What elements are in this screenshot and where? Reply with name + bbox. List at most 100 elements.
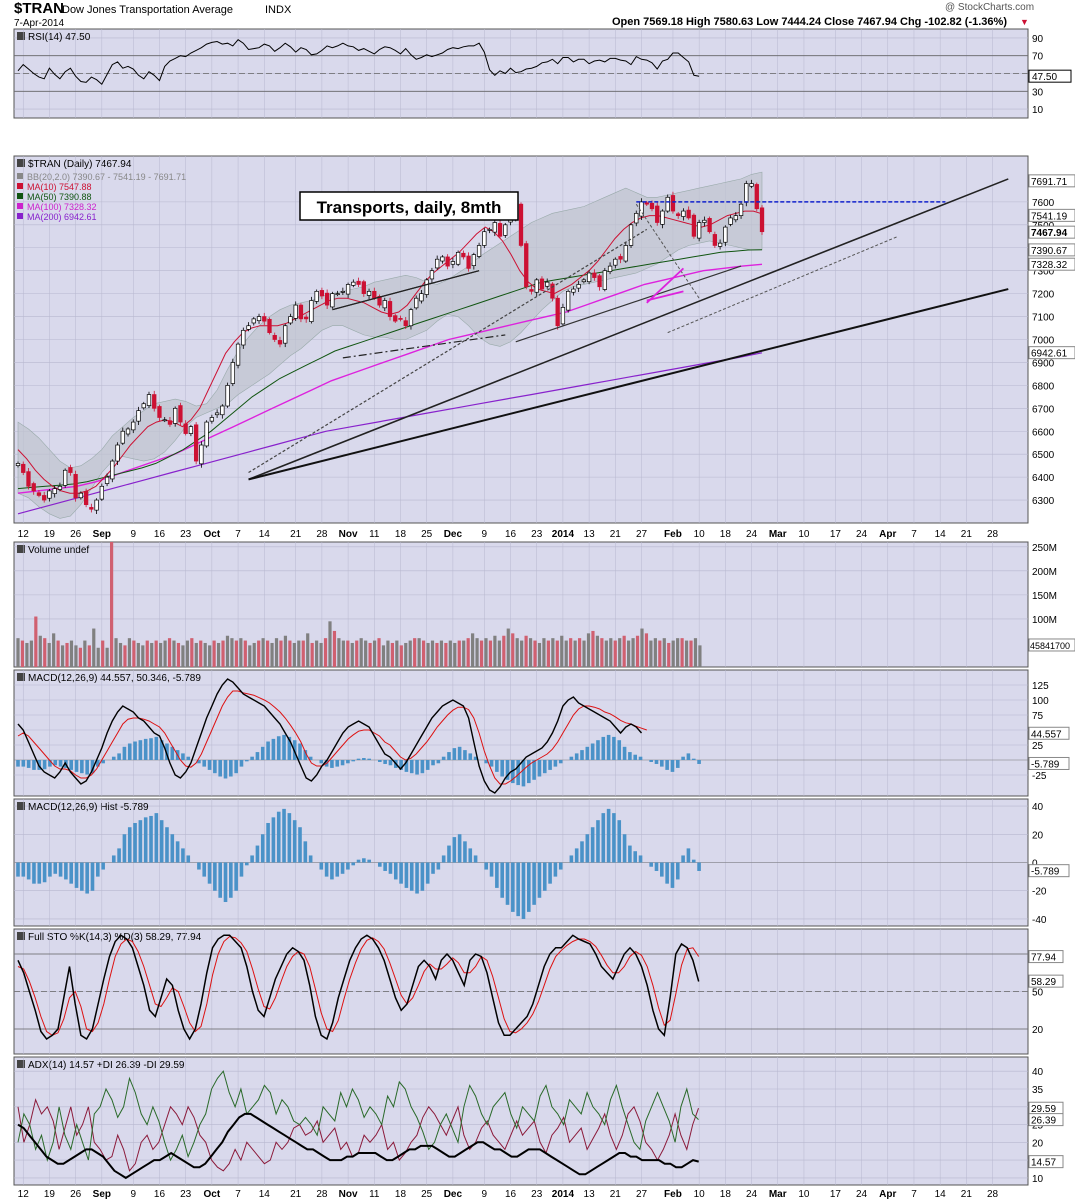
macd-hist-bar (532, 760, 536, 780)
macd-hist-bar (409, 760, 414, 774)
hist-bar (697, 862, 701, 871)
magenta-flag-a (646, 267, 685, 304)
volume-bar (136, 642, 140, 667)
macd-hist-bar (495, 760, 499, 772)
hist-bar (181, 848, 185, 863)
price-y-tick-label: 6800 (1032, 381, 1055, 392)
price-legend-text: MA(10) 7547.88 (27, 182, 92, 192)
macd-hist-bar (122, 746, 127, 760)
macd-y-tick-label: -25 (1032, 771, 1047, 782)
macd-hist-bar (585, 746, 590, 760)
macd-hist-bar (149, 738, 153, 760)
macd-hist-bar (239, 760, 244, 767)
price-candle (225, 385, 230, 407)
macd-hist-bar (330, 760, 334, 768)
volume-bar (600, 638, 604, 667)
volume-bar (359, 638, 363, 667)
hist-bar (388, 862, 393, 874)
price-y-tick-label: 6400 (1032, 473, 1055, 484)
hist-bar (601, 813, 606, 863)
price-candle (408, 309, 414, 327)
macd-hist-bar (681, 756, 685, 760)
hist-bar (346, 862, 350, 870)
price-candle (68, 467, 73, 473)
price-candle (288, 316, 293, 324)
price-candle (283, 325, 288, 344)
volume-bar (693, 638, 698, 667)
hist-bar (159, 820, 164, 863)
hist-bar (553, 862, 558, 877)
macd-hist-bar (388, 760, 393, 766)
price-candle (304, 316, 309, 320)
x-tick-label: 11 (369, 1189, 380, 1200)
volume-bar (34, 616, 38, 667)
macd-hist-bar (468, 753, 473, 760)
macd-hist-bar (367, 758, 371, 760)
price-candle (414, 297, 419, 309)
volume-bar (261, 638, 265, 667)
price-candle (277, 340, 283, 345)
macd-hist-bar (606, 734, 611, 760)
price-candle (146, 394, 152, 406)
hist-bar (111, 855, 116, 863)
macd-hist-bar (80, 760, 84, 774)
price-candle (717, 242, 723, 247)
volume-bar (328, 621, 332, 667)
x-tick-label: 2014 (552, 1189, 575, 1200)
price-candle (387, 301, 393, 317)
x-tick-label: 14 (259, 529, 271, 540)
price-right-label: 7467.94 (1031, 228, 1068, 239)
macd-hist-bar (340, 760, 345, 766)
rsi-panel-icon (17, 32, 25, 40)
magenta-flag-b (646, 290, 684, 302)
volume-bar (154, 640, 158, 667)
sto-right-label: 77.94 (1031, 953, 1056, 964)
hist-bar (340, 862, 345, 874)
hist-bar (500, 862, 504, 898)
macd-hist-bar (244, 760, 249, 762)
volume-bar (453, 642, 457, 667)
x-tick-label: 26 (70, 1189, 82, 1200)
volume-bar (270, 642, 274, 667)
hist-bar (473, 855, 478, 863)
macd-hist-bar (42, 760, 47, 770)
price-candle (356, 280, 361, 285)
price-candle (21, 463, 26, 473)
price-candle (293, 304, 298, 319)
volume-bar (105, 647, 109, 667)
volume-bar (118, 642, 123, 667)
hist-bar (250, 855, 254, 863)
hist-bar (511, 862, 515, 912)
index-name: Dow Jones Transportation Average (62, 4, 234, 16)
price-candle (576, 284, 581, 289)
x-tick-label: Dec (444, 529, 463, 540)
hist-bar (175, 841, 180, 863)
x-tick-label: 10 (798, 1189, 810, 1200)
volume-bar (457, 640, 461, 667)
price-y-tick-label: 7600 (1032, 198, 1055, 209)
volume-bar (658, 640, 662, 667)
price-candle (178, 405, 183, 423)
price-candle (487, 229, 492, 231)
rsi-y-tick-label: 70 (1032, 52, 1044, 63)
price-candle (167, 420, 173, 425)
price-y-tick-label: 6300 (1032, 496, 1055, 507)
volume-bar (582, 640, 586, 667)
price-legend-swatch (17, 173, 23, 179)
volume-bar (613, 640, 617, 667)
hist-bar (447, 845, 451, 863)
macd-hist-bar (542, 760, 547, 774)
macd-hist-bar (516, 760, 520, 786)
adx-right-box (1028, 1155, 1064, 1169)
price-candle (31, 483, 36, 492)
macd-hist-bar (378, 760, 382, 762)
x-tick-label: 16 (154, 1189, 166, 1200)
macd-hist-bar (436, 760, 441, 764)
price-candle (398, 318, 403, 320)
price-right-label: 7541.19 (1031, 211, 1068, 222)
macd-hist-bar (574, 753, 579, 760)
price-candle (744, 183, 749, 203)
adx-panel-icon (17, 1060, 25, 1068)
volume-bar (546, 640, 550, 667)
macd-hist-bar (229, 760, 233, 777)
